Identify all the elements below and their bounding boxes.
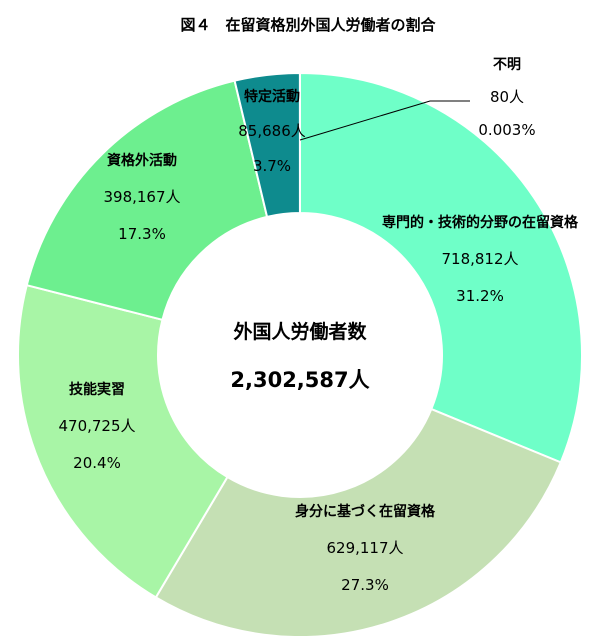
slice-technical-intern bbox=[17, 283, 229, 599]
slice-status-based-label: 身分に基づく在留資格 bbox=[295, 503, 436, 520]
slice-unknown-label: 不明 bbox=[493, 57, 521, 73]
slice-status-based-count: 629,117人 bbox=[326, 539, 403, 557]
slices-group bbox=[17, 71, 583, 636]
slice-extra-activity-percent: 17.3% bbox=[118, 225, 166, 243]
labels-group: 専門的・技術的分野の在留資格 718,812人 31.2% 身分に基づく在留資格 629… bbox=[58, 57, 579, 594]
slice-professional bbox=[299, 71, 583, 464]
leader-line-unknown bbox=[299, 100, 470, 141]
chart-title: 図４ 在留資格別外国人労働者の割合 bbox=[180, 16, 436, 34]
slice-technical-intern-count: 470,725人 bbox=[58, 417, 135, 435]
slice-extra-activity bbox=[25, 79, 269, 322]
slice-professional-label: 専門的・技術的分野の在留資格 bbox=[382, 214, 579, 231]
slice-designated-activity-label: 特定活動 bbox=[244, 88, 300, 105]
slice-technical-intern-percent: 20.4% bbox=[73, 454, 121, 472]
center-value: 2,302,587人 bbox=[230, 368, 369, 392]
slice-designated-activity-percent: 3.7% bbox=[253, 157, 291, 175]
slice-status-based-percent: 27.3% bbox=[341, 576, 389, 594]
slice-designated-activity-count: 85,686人 bbox=[238, 122, 306, 140]
slice-professional-count: 718,812人 bbox=[441, 250, 518, 268]
slice-unknown-count: 80人 bbox=[490, 88, 524, 106]
slice-unknown-percent: 0.003% bbox=[478, 121, 535, 139]
slice-extra-activity-count: 398,167人 bbox=[103, 188, 180, 206]
slice-technical-intern-label: 技能実習 bbox=[69, 381, 125, 398]
center-label: 外国人労働者数 bbox=[233, 320, 367, 343]
slice-extra-activity-label: 資格外活動 bbox=[107, 152, 177, 169]
slice-status-based bbox=[154, 407, 563, 636]
slice-professional-percent: 31.2% bbox=[456, 287, 504, 305]
